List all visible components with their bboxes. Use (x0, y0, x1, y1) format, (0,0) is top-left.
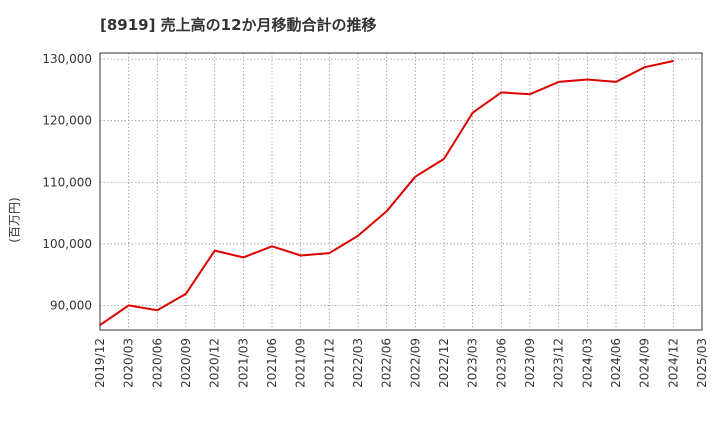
data-point (385, 210, 388, 212)
data-point (414, 175, 417, 178)
y-tick-label: 100,000 (42, 237, 92, 251)
data-point (185, 292, 187, 295)
chart-title: [8919] 売上高の12か月移動合計の推移 (100, 16, 377, 34)
x-tick-label: 2021/12 (322, 338, 336, 388)
data-point (357, 235, 359, 237)
x-tick-label: 2023/12 (552, 338, 566, 388)
x-tick-label: 2020/03 (122, 338, 136, 388)
data-point (443, 158, 445, 160)
plot-frame (99, 52, 703, 331)
data-point (271, 245, 273, 248)
y-tick-label: 130,000 (42, 52, 92, 66)
x-tick-label: 2024/06 (609, 338, 623, 388)
data-point (156, 309, 159, 312)
y-tick-label: 110,000 (42, 175, 92, 189)
data-point (299, 254, 302, 257)
x-tick-label: 2024/12 (666, 338, 680, 388)
x-tick-label: 2019/12 (93, 338, 107, 388)
x-tick-label: 2023/09 (523, 338, 537, 388)
x-tick-label: 2021/03 (236, 338, 250, 388)
x-tick-label: 2021/06 (265, 338, 279, 388)
x-tick-label: 2020/06 (150, 338, 164, 388)
x-tick-label: 2022/06 (380, 338, 394, 388)
data-point (615, 81, 617, 83)
x-tick-label: 2024/09 (638, 338, 652, 388)
data-point (643, 66, 646, 68)
x-tick-label: 2020/09 (179, 338, 193, 388)
x-tick-label: 2020/12 (208, 338, 222, 388)
data-point (557, 81, 560, 83)
x-tick-label: 2024/03 (580, 338, 594, 388)
x-tick-label: 2023/06 (494, 338, 508, 388)
data-point (242, 256, 245, 259)
y-tick-labels: 90,000 100,000 110,000 120,000 130,000 (42, 52, 92, 312)
data-point (529, 93, 531, 96)
x-tick-label: 2022/03 (351, 338, 365, 388)
x-tick-label: 2025/03 (695, 338, 709, 388)
data-point (328, 252, 331, 254)
data-point (213, 249, 216, 252)
x-tick-label: 2021/09 (294, 338, 308, 388)
grid-lines (100, 53, 702, 330)
data-point (586, 78, 589, 81)
x-tick-label: 2022/09 (408, 338, 422, 388)
data-point (672, 60, 675, 62)
y-tick-label: 90,000 (50, 298, 92, 312)
data-point (127, 304, 130, 307)
x-tick-labels: 2019/12 2020/03 2020/06 2020/09 2020/12 2021/… (93, 338, 709, 388)
x-tick-label: 2022/12 (437, 338, 451, 388)
y-tick-label: 120,000 (42, 114, 92, 128)
data-point (471, 111, 474, 114)
x-tick-label: 2023/03 (466, 338, 480, 388)
data-point (500, 91, 503, 94)
